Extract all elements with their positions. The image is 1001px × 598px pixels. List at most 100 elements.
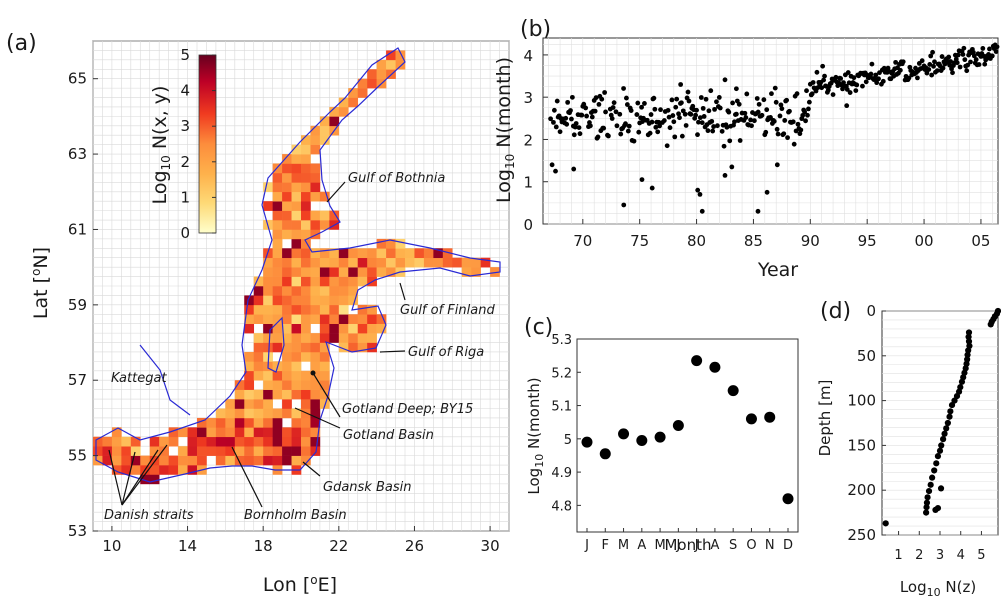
map-cell xyxy=(272,201,283,211)
map-cell xyxy=(263,257,273,268)
label-danish-straits: Danish straits xyxy=(104,508,194,523)
plot-b-point xyxy=(606,133,611,139)
plot-b-point xyxy=(683,123,689,128)
map-cell xyxy=(310,172,321,183)
map-cell xyxy=(301,295,311,306)
plot-c-point xyxy=(618,428,630,440)
map-cell xyxy=(338,314,349,324)
map-cell xyxy=(178,455,188,466)
map-cell xyxy=(244,361,255,372)
plot-b-outlier-point xyxy=(649,185,655,191)
map-cell xyxy=(272,304,283,315)
plot-b-point xyxy=(677,115,682,121)
map-cell xyxy=(272,276,283,287)
map-cell xyxy=(319,314,330,324)
map-cell xyxy=(291,267,302,277)
map-cell xyxy=(338,323,349,334)
map-x-tick-label: 10 xyxy=(102,537,121,555)
map-x-tick-label: 30 xyxy=(481,537,500,555)
map-cell xyxy=(215,417,226,428)
plot-b-point xyxy=(845,70,851,75)
map-cell xyxy=(319,370,330,381)
plot-b-point xyxy=(700,105,706,111)
map-cell xyxy=(272,220,283,230)
colorbar xyxy=(198,54,217,234)
plot-b-point xyxy=(571,132,577,138)
plot-b-outlier-point xyxy=(695,187,701,193)
plot-b-point xyxy=(648,112,654,117)
plot-b-point xyxy=(701,114,707,119)
map-cell xyxy=(329,314,340,324)
map-cell xyxy=(272,427,283,438)
map-cell xyxy=(244,351,255,362)
colorbar-ticks: 0 1 2 3 4 5 xyxy=(180,46,216,242)
map-cell xyxy=(310,163,321,174)
plot-c-point xyxy=(672,420,684,432)
map-cell xyxy=(272,380,283,390)
map-cell xyxy=(348,248,359,259)
map-cell xyxy=(244,455,255,466)
map-cell xyxy=(263,333,273,343)
plot-d-point xyxy=(882,520,889,527)
plot-b-point xyxy=(666,114,672,120)
map-cell xyxy=(480,257,491,268)
map-cell xyxy=(282,361,292,372)
map-cell xyxy=(301,351,311,362)
label-bornholm-basin: Bornholm Basin xyxy=(244,508,347,523)
map-cell xyxy=(244,446,255,456)
map-cell xyxy=(301,182,311,193)
plot-c-x-tick-label: N xyxy=(765,538,775,553)
map-cell xyxy=(215,408,226,419)
map-cell xyxy=(338,295,349,306)
label-gulf-of-finland: Gulf of Finland xyxy=(400,303,495,318)
map-cell xyxy=(310,286,321,296)
plot-c-point xyxy=(599,448,611,460)
map-cell xyxy=(310,295,321,306)
map-cell xyxy=(168,465,179,475)
plot-b-point xyxy=(900,59,906,65)
plot-b-outlier-point xyxy=(699,208,705,214)
map-y-tick-label: 59 xyxy=(68,296,87,314)
map-cell xyxy=(329,267,340,277)
plot-b-point xyxy=(769,91,774,97)
plot-b-point xyxy=(618,131,624,137)
plot-c-y-tick-label: 5.1 xyxy=(551,400,572,415)
map-cell xyxy=(338,304,349,315)
map-cell xyxy=(282,257,292,268)
map-annotation-lines xyxy=(108,181,406,508)
map-cell xyxy=(253,351,264,362)
map-y-tick-label: 65 xyxy=(68,70,87,88)
map-cell xyxy=(282,389,292,400)
map-cell xyxy=(272,172,283,183)
plot-c-x-tick-label: M xyxy=(618,538,629,553)
map-cell xyxy=(348,314,359,324)
map-cell xyxy=(291,304,302,315)
map-cell xyxy=(414,248,425,259)
plot-b-point xyxy=(825,87,831,93)
map-cell xyxy=(376,267,387,277)
plot-b-point xyxy=(863,79,869,85)
map-cell xyxy=(225,436,236,447)
map-cell xyxy=(367,323,377,334)
plot-b-point xyxy=(797,131,803,137)
plot-b-point xyxy=(694,107,699,113)
plot-b-point xyxy=(982,61,988,67)
map-cell xyxy=(244,380,255,390)
map-cell xyxy=(234,417,245,428)
map-cell xyxy=(197,417,207,428)
map-cell xyxy=(338,257,349,268)
plot-b-point xyxy=(696,119,701,125)
map-cell xyxy=(291,163,302,174)
plot-c-point xyxy=(654,431,666,443)
map-cell xyxy=(319,323,330,334)
map-cell xyxy=(282,370,292,381)
map-cell xyxy=(130,446,141,456)
map-cell xyxy=(225,427,236,438)
map-cell xyxy=(253,417,264,428)
plot-b-outlier-point xyxy=(678,82,684,87)
map-cell xyxy=(414,257,425,268)
plot-b-point xyxy=(964,68,970,74)
plot-c-frame xyxy=(576,338,799,533)
map-cell xyxy=(452,257,463,268)
plot-d-point xyxy=(929,474,936,481)
